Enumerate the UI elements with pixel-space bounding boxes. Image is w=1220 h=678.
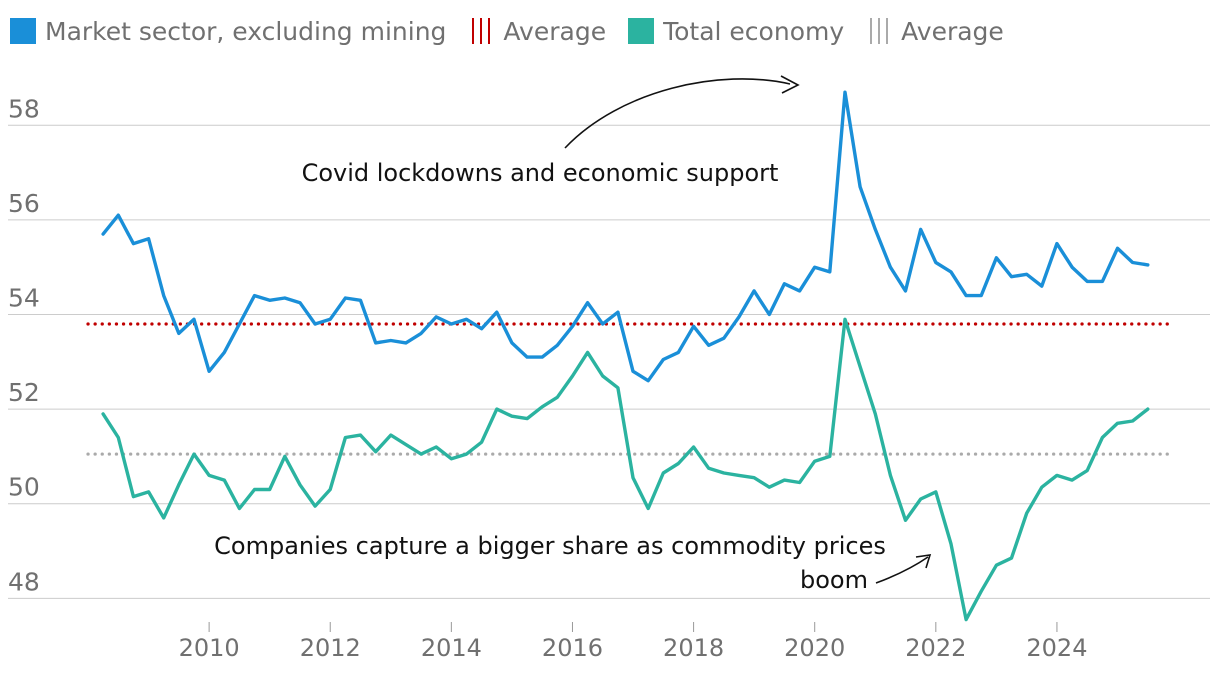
total-average-marker-icon (866, 18, 892, 44)
legend-item-market-sector: Market sector, excluding mining (10, 17, 446, 46)
x-tick-label-2020: 2020 (784, 634, 845, 662)
y-tick-label-50: 50 (8, 473, 40, 502)
x-tick-label-2010: 2010 (179, 634, 240, 662)
market-sector-swatch-icon (10, 18, 36, 44)
x-tick-label-2024: 2024 (1026, 634, 1087, 662)
legend-label-total-economy: Total economy (663, 16, 845, 46)
total-economy-swatch-icon (628, 18, 655, 44)
annotations: Covid lockdowns and economic support Com… (214, 75, 932, 594)
market-sector-line (101, 90, 1150, 383)
commodity-arrow (875, 556, 929, 584)
gridlines (8, 124, 1210, 599)
y-axis-ticks: 48 50 52 54 56 58 (8, 94, 40, 596)
average-lines (86, 322, 1174, 456)
x-tick-label-2022: 2022 (905, 634, 966, 662)
legend-label-market-average: Average (503, 16, 607, 46)
y-tick-label-56: 56 (8, 189, 40, 218)
x-axis-ticks: 2010 2012 2014 2016 2018 2020 2022 2024 (179, 622, 1087, 662)
legend-item-market-average: Average (468, 17, 606, 46)
x-tick-label-2012: 2012 (300, 634, 361, 662)
legend-item-total-average: Average (866, 17, 1004, 46)
legend-label-total-average: Average (901, 16, 1004, 46)
series-lines (101, 90, 1150, 622)
total-economy-line (101, 317, 1150, 622)
y-tick-label-48: 48 (8, 567, 40, 596)
covid-annotation: Covid lockdowns and economic support (302, 159, 779, 187)
x-tick-label-2018: 2018 (663, 634, 724, 662)
commodity-annotation-line1: Companies capture a bigger share as comm… (214, 532, 886, 560)
legend: Market sector, excluding mining Average … (10, 14, 1026, 48)
commodity-arrowhead-icon (915, 554, 932, 569)
commodity-annotation-line2: boom (800, 566, 868, 594)
x-tick-label-2016: 2016 (542, 634, 603, 662)
y-tick-label-52: 52 (8, 378, 40, 407)
y-tick-label-58: 58 (8, 94, 40, 123)
covid-arrow (564, 78, 791, 149)
x-tick-label-2014: 2014 (421, 634, 482, 662)
legend-item-total-economy: Total economy (628, 17, 844, 46)
y-tick-label-54: 54 (8, 284, 40, 313)
market-average-marker-icon (468, 18, 494, 44)
covid-arrowhead-icon (780, 75, 800, 94)
legend-label-market-sector: Market sector, excluding mining (45, 16, 447, 46)
